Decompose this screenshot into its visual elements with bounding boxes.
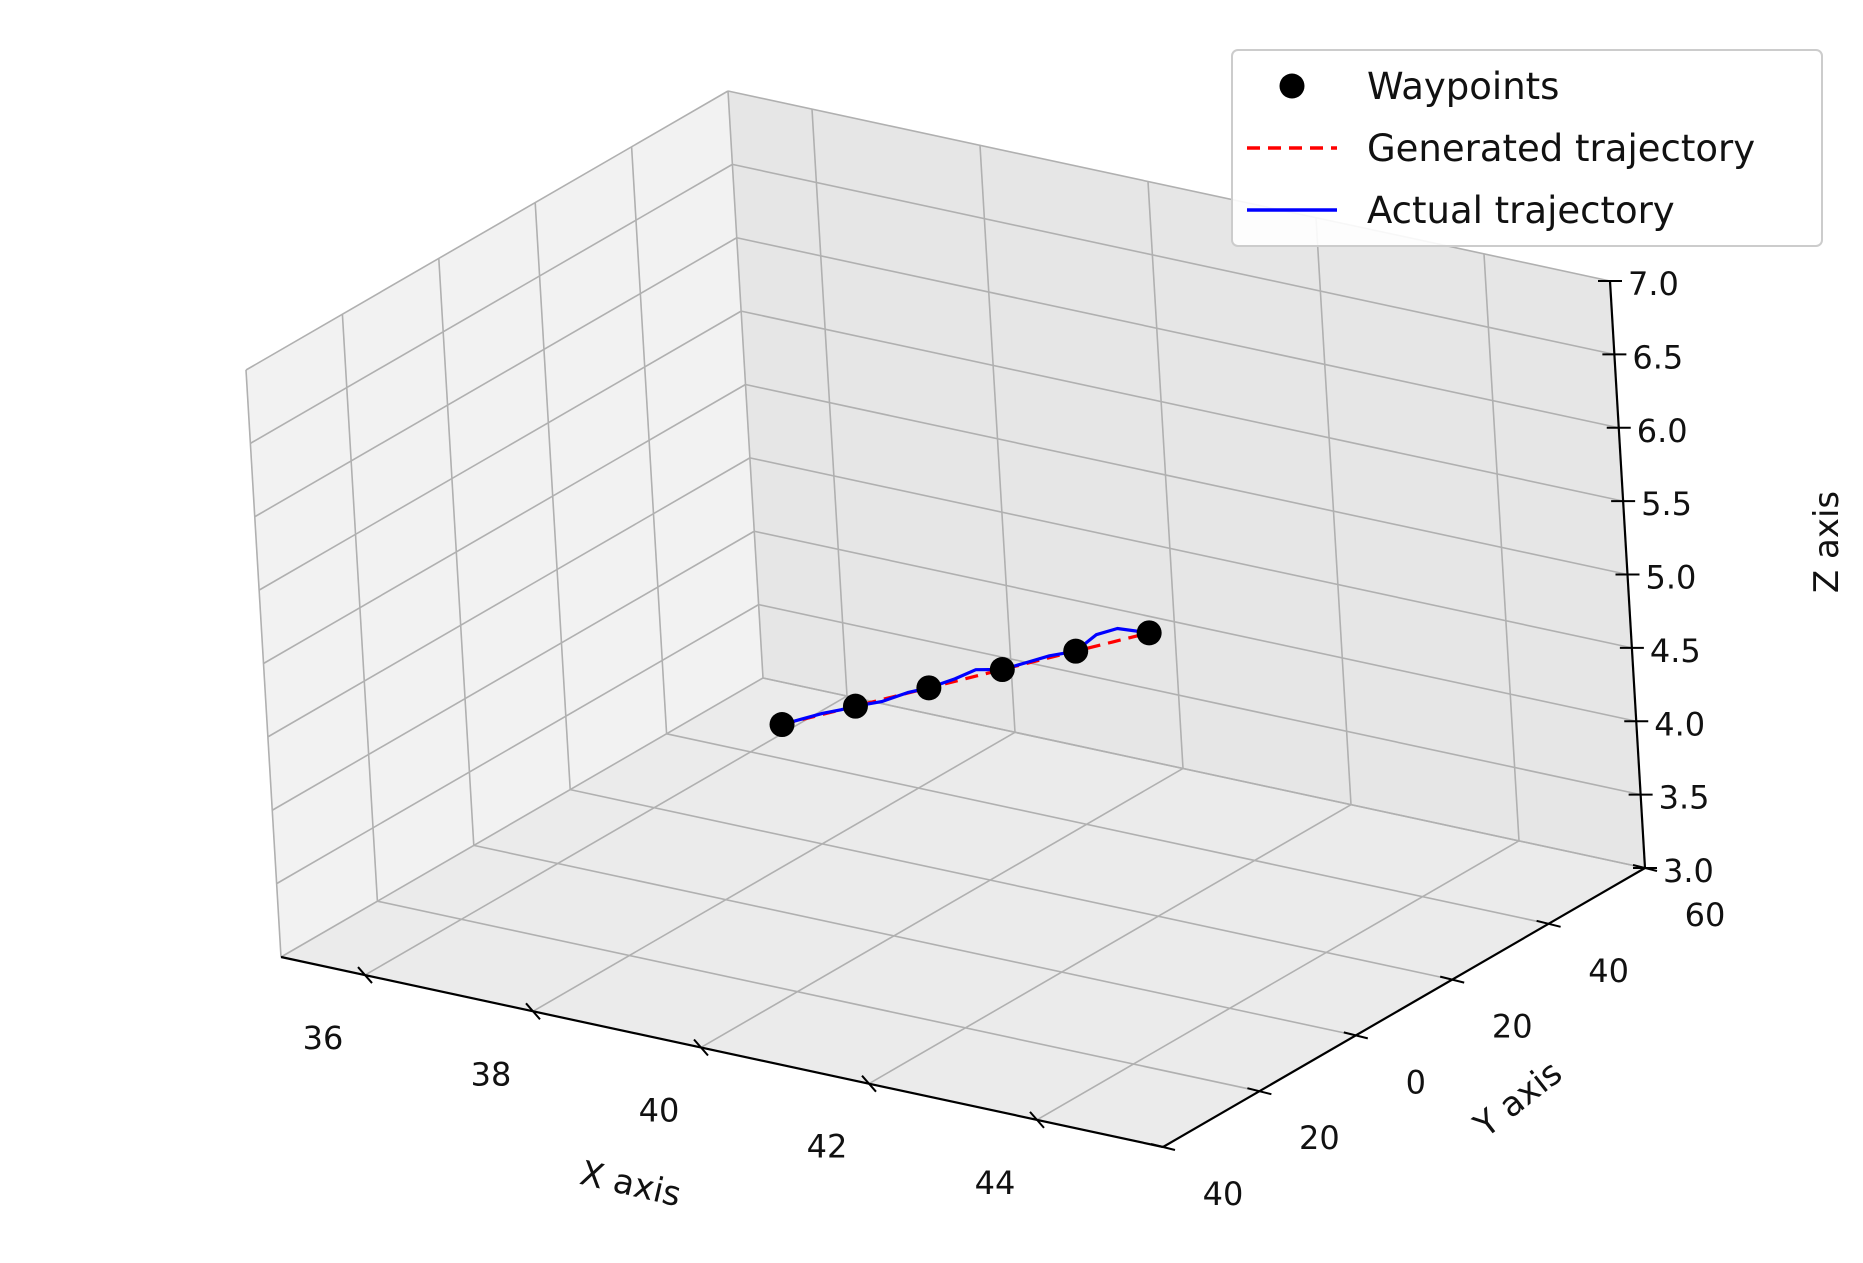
z-gridline-back [762, 677, 1646, 869]
y-tick-label: 20 [1299, 1119, 1340, 1157]
z-gridline-back [740, 310, 1624, 502]
z-gridline-back [745, 383, 1628, 576]
x-tick-mark [693, 1038, 709, 1057]
x-gridline-floor [868, 803, 1352, 1085]
z-gridline-left [249, 163, 733, 445]
y-tick-label: 60 [1685, 896, 1726, 934]
waypoint-marker [989, 657, 1015, 683]
y-tick-label: 40 [1588, 952, 1629, 990]
legend-label: Actual trajectory [1367, 189, 1675, 232]
z-gridline-left [271, 530, 755, 811]
x-axis-line [280, 955, 1164, 1149]
x-gridline-floor [1036, 840, 1520, 1121]
waypoint-marker [1136, 620, 1162, 646]
x-tick-mark [357, 966, 373, 984]
y-tick-label: 0 [1406, 1063, 1426, 1101]
x-tick-mark [525, 1002, 541, 1020]
z-gridline-left [245, 90, 729, 371]
x-tick-mark [861, 1075, 877, 1093]
waypoint-marker [916, 675, 942, 701]
legend-box [1231, 49, 1823, 247]
z-gridline-back [754, 530, 1637, 723]
y-gridline-floor [666, 733, 1549, 925]
y-tick-mark [1343, 1031, 1369, 1040]
y-tick-label: 40 [1203, 1175, 1244, 1213]
waypoint-marker [1063, 638, 1089, 664]
waypoint-marker [842, 693, 868, 719]
grid-lines [245, 90, 1646, 1148]
z-gridline-left [254, 237, 738, 518]
z-tick-label: 3.5 [1659, 779, 1710, 817]
y-tick-label: 20 [1492, 1008, 1533, 1046]
legend-marker-waypoints [1279, 73, 1305, 99]
y-gridline-floor [473, 844, 1356, 1037]
y-axis-label: Y axis [1466, 1053, 1570, 1147]
z-gridline-back [736, 236, 1619, 429]
y-tick-mark [1247, 1087, 1272, 1096]
z-tick-label: 5.0 [1646, 559, 1697, 597]
z-gridline-left [267, 457, 751, 738]
z-gridline-back [727, 90, 1611, 282]
x-gridline-floor [364, 695, 848, 976]
z-gridline-left [280, 677, 764, 958]
z-gridline-left [258, 310, 742, 591]
x-tick-label: 36 [303, 1019, 344, 1057]
x-tick-label: 40 [639, 1091, 680, 1129]
z-tick-label: 6.0 [1637, 412, 1688, 450]
legend-label: Waypoints [1367, 65, 1559, 108]
legend-label: Generated trajectory [1367, 127, 1755, 170]
legend: Waypoints Generated trajectory Actual traj… [1231, 49, 1823, 247]
z-gridline-back [732, 163, 1615, 356]
z-tick-label: 5.5 [1641, 485, 1692, 523]
x-gridline-floor [700, 767, 1184, 1049]
z-gridline-left [263, 383, 746, 665]
z-gridline-back [758, 603, 1641, 796]
x-tick-label: 42 [807, 1128, 848, 1166]
waypoint-marker [769, 712, 795, 738]
y-gridline-floor [570, 788, 1453, 981]
z-tick-label: 7.0 [1628, 265, 1679, 303]
tick-labels: 36 38 40 42 44 60 40 20 0 20 40 3.0 3.5 4.0 4.5 5.0 5.5 6… [303, 265, 1726, 1213]
z-gridline-back [749, 457, 1633, 649]
x-tick-mark [1029, 1111, 1045, 1129]
z-axis-label: Z axis [1807, 491, 1847, 593]
z-tick-label: 3.0 [1663, 852, 1714, 890]
z-tick-label: 4.5 [1650, 632, 1701, 670]
y-tick-mark [1439, 975, 1465, 984]
z-tick-label: 4.0 [1654, 705, 1705, 743]
y-axis-line [1162, 867, 1646, 1148]
z-tick-label: 6.5 [1632, 338, 1683, 376]
z-gridline-left [276, 603, 760, 885]
y-gridline-floor [377, 900, 1260, 1092]
y-tick-mark [1150, 1143, 1176, 1151]
y-tick-mark [1536, 919, 1561, 928]
data-marks [769, 620, 1162, 738]
x-tick-label: 44 [975, 1164, 1016, 1202]
x-tick-label: 38 [471, 1055, 512, 1093]
x-axis-label: X axis [576, 1153, 685, 1215]
x-gridline-floor [532, 731, 1016, 1012]
